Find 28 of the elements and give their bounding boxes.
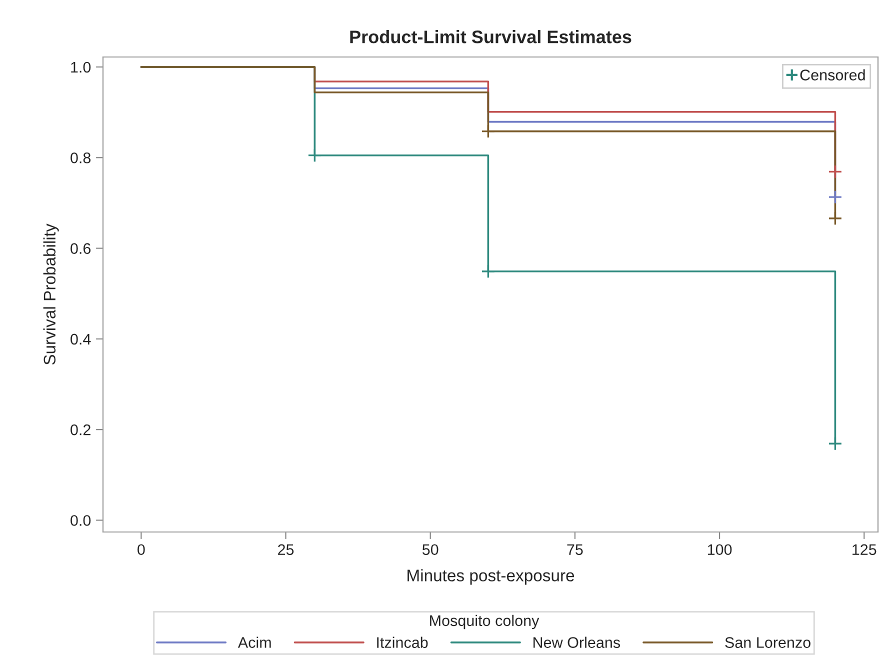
point	[828, 436, 842, 451]
legend-title: Mosquito colony	[430, 614, 540, 630]
y-tick-label: 1.0	[71, 62, 91, 73]
x-tick-label: 125	[852, 544, 876, 556]
point	[828, 190, 842, 204]
y-tick-label: 0.2	[70, 424, 90, 436]
y-tick-label: 0.4	[70, 334, 91, 345]
point	[828, 211, 842, 226]
y-tick-label: 0.6	[70, 243, 91, 254]
chart-title: Product-Limit Survival Estimates	[350, 30, 632, 44]
point	[481, 264, 496, 278]
legend-label: Censored	[800, 69, 865, 80]
x-tick-label: 25	[278, 544, 294, 556]
legend-label: San Lorenzo	[725, 637, 810, 648]
y-tick-label: 0.0	[70, 515, 91, 526]
point	[308, 148, 322, 162]
x-tick-label: 50	[422, 544, 438, 556]
legend-label: Acim	[238, 636, 271, 648]
point	[481, 124, 496, 138]
point	[828, 164, 842, 179]
y-axis-title: Survival Probability	[43, 224, 59, 365]
x-tick-label: 100	[708, 544, 732, 556]
legend-label: Itzincab	[377, 636, 428, 648]
legend-label: New Orleans	[534, 636, 620, 648]
x-axis-title: Minutes post-exposure	[408, 569, 574, 585]
x-tick-label: 0	[138, 544, 145, 556]
y-tick-label: 0.8	[70, 152, 91, 164]
x-tick-label: 75	[567, 544, 583, 556]
